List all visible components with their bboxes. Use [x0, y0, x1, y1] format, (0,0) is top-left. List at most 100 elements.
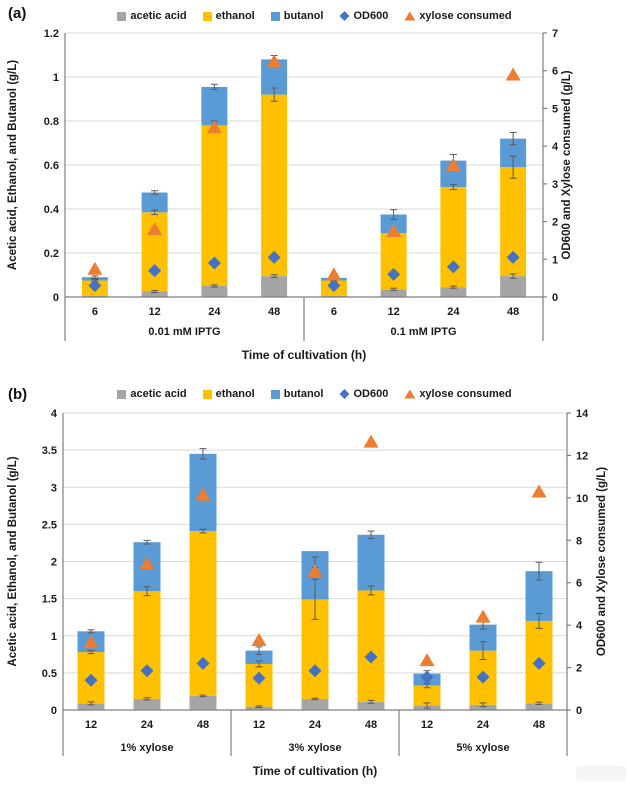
- svg-text:1.2: 1.2: [44, 28, 59, 40]
- svg-text:3% xylose: 3% xylose: [288, 742, 341, 754]
- od600-diamond-icon: [339, 389, 350, 399]
- ethanol-swatch-icon: [202, 389, 212, 399]
- legend-label: xylose consumed: [419, 10, 512, 22]
- panel-b: (b) acetic acid ethanol butanol OD600 xy…: [0, 380, 629, 790]
- error-bars: [91, 54, 517, 294]
- svg-text:0: 0: [51, 705, 57, 717]
- od600-diamond-icon: [339, 11, 350, 21]
- svg-text:12: 12: [253, 719, 265, 731]
- svg-text:1: 1: [552, 254, 558, 266]
- svg-text:48: 48: [197, 719, 209, 731]
- svg-text:48: 48: [268, 306, 280, 318]
- svg-text:0: 0: [552, 292, 558, 304]
- axes: [62, 412, 571, 756]
- panel-a: (a) acetic acid ethanol butanol OD600 xy…: [0, 0, 629, 380]
- svg-text:12: 12: [388, 306, 400, 318]
- svg-text:0.1 mM IPTG: 0.1 mM IPTG: [390, 326, 456, 338]
- svg-text:1% xylose: 1% xylose: [120, 742, 173, 754]
- svg-text:12: 12: [576, 450, 588, 462]
- legend-item-xylose-consumed: xylose consumed: [404, 10, 512, 22]
- gridlines: [65, 32, 543, 254]
- svg-text:6: 6: [92, 306, 98, 318]
- acetic-acid-swatch-icon: [117, 11, 127, 21]
- svg-text:24: 24: [141, 719, 154, 731]
- svg-text:Acetic acid, Ethanol, and Buta: Acetic acid, Ethanol, and Butanol (g/L): [7, 456, 19, 666]
- svg-text:1.5: 1.5: [42, 594, 57, 606]
- svg-text:24: 24: [208, 306, 221, 318]
- panel-b-label: (b): [8, 386, 28, 403]
- svg-text:12: 12: [421, 719, 433, 731]
- butanol-swatch-icon: [270, 389, 280, 399]
- svg-text:0: 0: [53, 292, 59, 304]
- legend-label: ethanol: [215, 388, 255, 400]
- svg-text:0.8: 0.8: [44, 116, 59, 128]
- svg-text:2: 2: [576, 663, 582, 675]
- legend-label: butanol: [283, 388, 324, 400]
- svg-text:3.5: 3.5: [42, 445, 57, 457]
- xylose-consumed-markers: [87, 54, 521, 281]
- legend-item-od600: OD600: [339, 10, 388, 22]
- svg-text:48: 48: [365, 719, 377, 731]
- legend-label: butanol: [283, 10, 324, 22]
- svg-text:10: 10: [576, 493, 588, 505]
- svg-text:0.6: 0.6: [44, 160, 59, 172]
- legend-a: acetic acid ethanol butanol OD600 xylose…: [0, 10, 629, 22]
- svg-text:1: 1: [53, 72, 59, 84]
- svg-text:0.5: 0.5: [42, 668, 57, 680]
- legend-label: ethanol: [215, 10, 255, 22]
- legend-item-xylose-consumed: xylose consumed: [404, 388, 512, 400]
- svg-text:5% xylose: 5% xylose: [456, 742, 509, 754]
- svg-text:4: 4: [51, 408, 58, 420]
- legend-item-ethanol: ethanol: [202, 388, 255, 400]
- svg-text:14: 14: [576, 408, 589, 420]
- OD600-markers: [88, 250, 520, 293]
- legend-item-ethanol: ethanol: [202, 10, 255, 22]
- svg-text:6: 6: [576, 578, 582, 590]
- svg-text:8: 8: [576, 535, 582, 547]
- xylose-triangle-icon: [404, 11, 416, 21]
- legend-label: acetic acid: [130, 388, 187, 400]
- svg-text:24: 24: [447, 306, 460, 318]
- ethanol-swatch-icon: [202, 11, 212, 21]
- axis-labels: 0 0.5 1 1.5 2 2.5 3 3.5 4 0 24 6 8 10 12 14 12 24 48 1% xyl…: [7, 408, 608, 778]
- legend-label: acetic acid: [130, 10, 187, 22]
- OD600-markers: [84, 650, 546, 687]
- panel-a-label: (a): [8, 5, 27, 22]
- svg-text:48: 48: [507, 306, 519, 318]
- svg-text:6: 6: [552, 66, 558, 78]
- svg-text:0.2: 0.2: [44, 248, 59, 260]
- svg-text:48: 48: [533, 719, 545, 731]
- svg-text:0: 0: [576, 705, 582, 717]
- svg-text:4: 4: [576, 620, 583, 632]
- svg-text:1: 1: [51, 631, 57, 643]
- acetic-acid-swatch-icon: [117, 389, 127, 399]
- svg-text:3: 3: [552, 179, 558, 191]
- svg-text:OD600 and Xylose consumed (g/: OD600 and Xylose consumed (g/L): [596, 467, 608, 656]
- svg-text:Time of cultivation (h): Time of cultivation (h): [253, 764, 377, 778]
- svg-text:4: 4: [552, 141, 559, 153]
- legend-label: OD600: [353, 388, 389, 400]
- svg-text:24: 24: [309, 719, 322, 731]
- svg-text:0.01 mM IPTG: 0.01 mM IPTG: [148, 326, 220, 338]
- svg-text:Acetic acid, Ethanol, and Buta: Acetic acid, Ethanol, and Butanol (g/L): [7, 60, 19, 270]
- legend-item-butanol: butanol: [270, 10, 324, 22]
- svg-text:6: 6: [331, 306, 337, 318]
- svg-text:OD600 and Xylose consumed (g/: OD600 and Xylose consumed (g/L): [561, 70, 573, 259]
- legend-item-butanol: butanol: [270, 388, 324, 400]
- legend-item-od600: OD600: [339, 388, 388, 400]
- chart-b-canvas: 0 0.5 1 1.5 2 2.5 3 3.5 4 0 24 6 8 10 12 14 12 24 48 1% xyl…: [7, 408, 608, 778]
- legend-label: OD600: [353, 10, 389, 22]
- butanol-swatch-icon: [270, 11, 280, 21]
- svg-text:2.5: 2.5: [42, 519, 57, 531]
- svg-text:3: 3: [51, 482, 57, 494]
- svg-text:24: 24: [477, 719, 490, 731]
- svg-text:Time of cultivation (h): Time of cultivation (h): [242, 348, 366, 362]
- stacked-bars: [81, 59, 527, 297]
- xylose-triangle-icon: [404, 389, 416, 399]
- legend-label: xylose consumed: [419, 388, 512, 400]
- legend-b: acetic acid ethanol butanol OD600 xylose…: [0, 388, 629, 400]
- error-bars: [87, 448, 543, 709]
- svg-text:7: 7: [552, 28, 558, 40]
